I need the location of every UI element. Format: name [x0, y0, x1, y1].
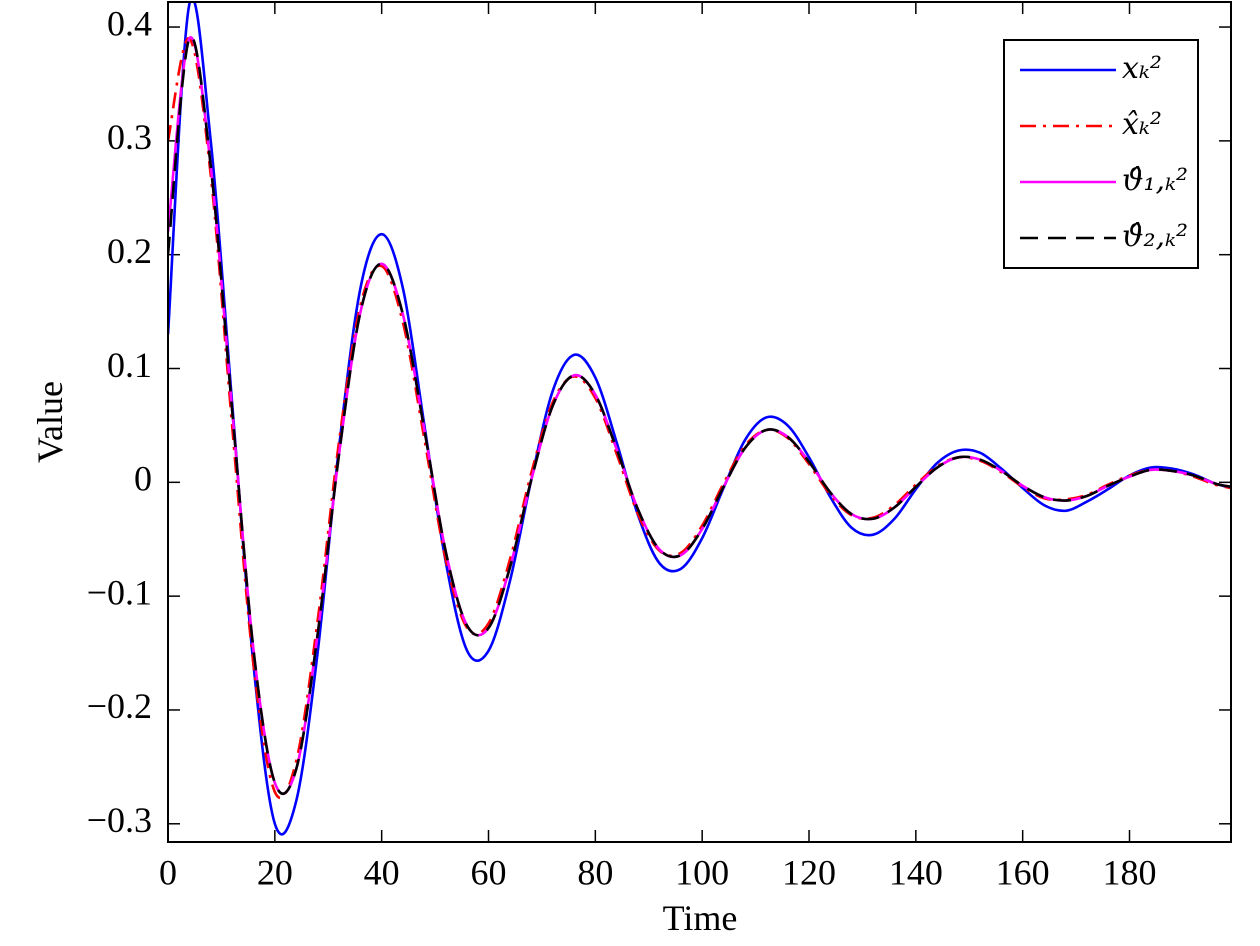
series-line: [168, 35, 1231, 796]
x-tick-label: 140: [889, 852, 943, 892]
x-tick-label: 180: [1103, 852, 1157, 892]
y-tick-label: 0.1: [107, 345, 152, 385]
plot-lines: [168, 2, 1231, 836]
x-tick-label: 0: [159, 852, 177, 892]
legend-box: [1003, 39, 1199, 269]
x-axis-label: Time: [663, 898, 738, 938]
y-tick-label: 0: [134, 459, 152, 499]
y-tick-label: −0.2: [87, 686, 152, 726]
x-tick-label: 80: [577, 852, 613, 892]
x-tick-label: 160: [996, 852, 1050, 892]
y-tick-label: 0.4: [107, 3, 152, 43]
legend-label: x̂ₖ²: [1122, 107, 1162, 142]
y-tick-label: −0.3: [87, 800, 152, 840]
y-tick-label: 0.3: [107, 117, 152, 157]
legend-label: ϑ̂₁,ₖ²: [1122, 163, 1188, 198]
legend-label: ϑ̂₂,ₖ²: [1122, 219, 1188, 254]
y-tick-label: −0.1: [87, 572, 152, 612]
x-tick-label: 120: [782, 852, 836, 892]
y-tick-label: 0.2: [107, 231, 152, 271]
plot-frame: [167, 1, 1232, 843]
legend-label: xₖ²: [1122, 51, 1162, 86]
series-line: [168, 2, 1231, 836]
y-axis-label: Value: [30, 381, 70, 463]
x-tick-label: 40: [364, 852, 400, 892]
x-tick-label: 20: [257, 852, 293, 892]
x-tick-label: 100: [675, 852, 729, 892]
x-tick-label: 60: [471, 852, 507, 892]
